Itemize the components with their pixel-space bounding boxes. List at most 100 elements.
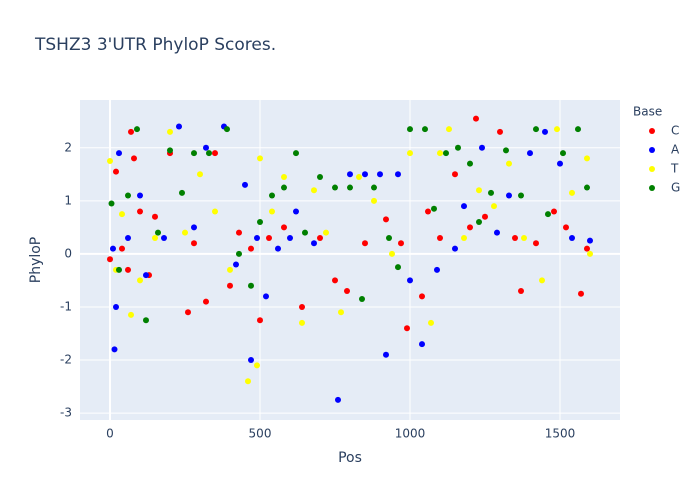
point xyxy=(578,290,584,297)
point xyxy=(518,288,524,295)
point xyxy=(137,277,143,284)
point xyxy=(317,173,323,180)
y-axis-title: PhyloP xyxy=(28,237,44,284)
point xyxy=(197,171,203,178)
chart-title: TSHZ3 3'UTR PhyloP Scores. xyxy=(34,35,276,55)
legend-marker[interactable] xyxy=(649,166,655,172)
point xyxy=(428,319,434,326)
point xyxy=(539,277,545,284)
legend-label[interactable]: T xyxy=(670,162,679,176)
point xyxy=(299,303,305,310)
legend-label[interactable]: A xyxy=(671,143,680,157)
point xyxy=(461,234,467,241)
legend-marker[interactable] xyxy=(649,128,655,134)
point xyxy=(119,245,125,252)
legend-label[interactable]: C xyxy=(671,124,679,138)
point xyxy=(407,150,413,157)
point xyxy=(107,158,113,165)
point xyxy=(131,155,137,162)
point xyxy=(587,237,593,244)
point xyxy=(545,211,551,218)
point xyxy=(467,224,473,231)
point xyxy=(137,208,143,215)
point xyxy=(455,144,461,151)
point xyxy=(461,203,467,210)
point xyxy=(521,234,527,241)
point xyxy=(338,309,344,316)
point xyxy=(395,171,401,178)
point xyxy=(287,234,293,241)
point xyxy=(386,234,392,241)
y-tick-label: -3 xyxy=(60,406,72,420)
point xyxy=(245,378,251,385)
point xyxy=(257,155,263,162)
point xyxy=(125,192,131,199)
point xyxy=(359,296,365,303)
point xyxy=(281,173,287,180)
point xyxy=(425,208,431,215)
point xyxy=(404,325,410,332)
point xyxy=(584,184,590,191)
point xyxy=(119,211,125,218)
point xyxy=(488,189,494,196)
point xyxy=(311,187,317,194)
point xyxy=(152,234,158,241)
point xyxy=(224,126,230,133)
point xyxy=(317,234,323,241)
x-tick-label: 1000 xyxy=(395,427,426,441)
point xyxy=(347,184,353,191)
x-tick-label: 1500 xyxy=(545,427,576,441)
point xyxy=(503,147,509,154)
point xyxy=(185,309,191,316)
y-tick-label: 2 xyxy=(64,140,72,154)
point xyxy=(134,126,140,133)
point xyxy=(362,240,368,247)
point xyxy=(236,250,242,257)
legend-label[interactable]: G xyxy=(671,181,680,195)
point xyxy=(236,229,242,236)
point xyxy=(191,224,197,231)
point xyxy=(587,250,593,257)
point xyxy=(569,234,575,241)
point xyxy=(407,277,413,284)
point xyxy=(473,115,479,122)
point xyxy=(437,150,443,157)
point xyxy=(176,123,182,130)
point xyxy=(452,171,458,178)
point xyxy=(206,150,212,157)
point xyxy=(254,362,260,369)
point xyxy=(332,277,338,284)
legend-marker[interactable] xyxy=(649,185,655,191)
point xyxy=(356,173,362,180)
point xyxy=(467,160,473,167)
point xyxy=(293,150,299,157)
point xyxy=(110,245,116,252)
legend-title: Base xyxy=(633,105,662,119)
point xyxy=(111,346,118,353)
point xyxy=(383,216,389,223)
point xyxy=(266,234,272,241)
point xyxy=(533,126,539,133)
legend-marker[interactable] xyxy=(649,147,655,153)
point xyxy=(227,266,233,273)
y-tick-label: 1 xyxy=(64,193,72,207)
point xyxy=(311,240,317,247)
point xyxy=(302,229,308,236)
point xyxy=(125,234,131,241)
point xyxy=(113,168,119,175)
point xyxy=(479,144,485,151)
point xyxy=(533,240,539,247)
point xyxy=(518,192,524,199)
point xyxy=(482,213,488,220)
point xyxy=(527,150,533,157)
point xyxy=(551,208,557,215)
point xyxy=(137,192,143,199)
point xyxy=(203,144,209,151)
point xyxy=(512,234,518,241)
point xyxy=(212,150,218,157)
point xyxy=(383,351,389,358)
point xyxy=(344,288,350,295)
point xyxy=(443,150,449,157)
point xyxy=(248,357,254,364)
point xyxy=(242,181,248,188)
